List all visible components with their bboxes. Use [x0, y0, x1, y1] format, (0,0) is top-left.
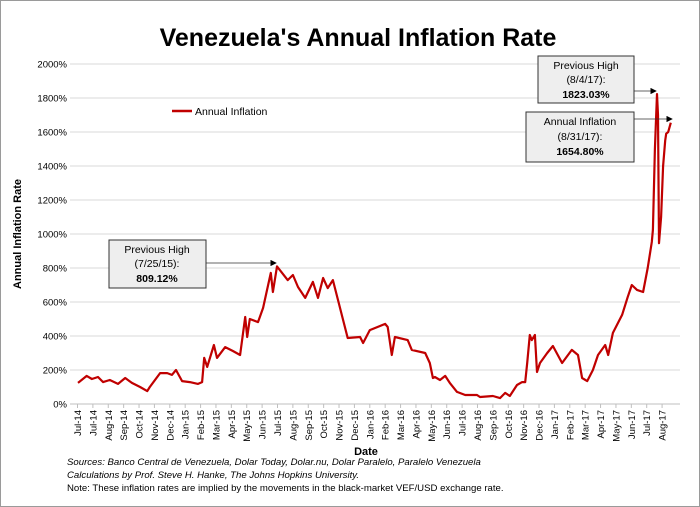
x-axis-label: Date	[354, 446, 378, 458]
x-tick-label: Jun-16	[442, 410, 453, 439]
x-tick-label: Oct-15	[319, 410, 330, 439]
series-line-annual-inflation	[77, 93, 672, 400]
x-tick-label: Oct-14	[135, 410, 146, 439]
y-axis-label: Annual Inflation Rate	[12, 179, 24, 289]
x-tick-label: Dec-16	[535, 410, 546, 441]
x-tick-label: Sep-14	[119, 410, 130, 441]
annotation-line: (8/31/17):	[558, 131, 603, 143]
x-tick-label: Jul-17	[642, 410, 653, 436]
annotation-line: Annual Inflation	[544, 116, 617, 128]
x-tick-label: Aug-15	[288, 410, 299, 441]
annotation-line: (7/25/15):	[135, 258, 180, 270]
x-tick-label: Aug-17	[658, 410, 669, 441]
x-tick-label: Nov-15	[335, 410, 346, 441]
x-tick-label: Jun-15	[258, 410, 269, 439]
x-tick-label: Feb-15	[196, 410, 207, 440]
x-tick-label: Jun-17	[627, 410, 638, 439]
x-tick-label: May-17	[611, 410, 622, 442]
x-tick-label: Jan-15	[181, 410, 192, 439]
x-tick-label: Apr-16	[411, 410, 422, 439]
y-tick-label: 2000%	[37, 60, 67, 71]
x-tick-label: Aug-16	[473, 410, 484, 441]
annotation-value: 809.12%	[136, 273, 178, 285]
x-tick-label: Apr-15	[227, 410, 238, 439]
footnote-note: Note: These inflation rates are implied …	[67, 483, 504, 494]
y-axis-ticks: 0% 200% 400% 600% 800% 1000% 1200% 1400% 1600% 18…	[37, 60, 67, 411]
x-tick-label: Sep-16	[488, 410, 499, 441]
annotation-value: 1654.80%	[556, 146, 604, 158]
x-tick-label: Jan-16	[365, 410, 376, 439]
footnote-sources: Sources: Banco Central de Venezuela, Dol…	[67, 457, 481, 468]
x-axis-ticks: Jul-14 Jul-14 Aug-14 Sep-14 Oct-14 Nov-14 Dec-…	[73, 404, 669, 442]
x-tick-label: Jul-15	[273, 410, 284, 436]
x-tick-label: Jan-17	[550, 410, 561, 439]
y-tick-label: 400%	[43, 332, 68, 343]
x-tick-label: Feb-16	[381, 410, 392, 440]
legend-label: Annual Inflation	[195, 106, 268, 118]
y-tick-label: 600%	[43, 298, 68, 309]
annotation-line: Previous High	[553, 60, 619, 72]
x-tick-label: Mar-15	[211, 410, 222, 440]
annotation-previous-high-2017: Previous High (8/4/17): 1823.03%	[537, 55, 657, 104]
x-tick-label: Aug-14	[104, 410, 115, 441]
legend: Annual Inflation	[172, 106, 268, 118]
x-tick-label: May-16	[427, 410, 438, 442]
x-tick-label: Apr-17	[596, 410, 607, 439]
x-tick-label: Feb-17	[565, 410, 576, 440]
annotation-line: (8/4/17):	[566, 74, 605, 86]
x-tick-label: Sep-15	[304, 410, 315, 441]
x-tick-label: Nov-14	[150, 410, 161, 441]
x-tick-label: Oct-16	[504, 410, 515, 439]
x-tick-label: Jul-16	[458, 410, 469, 436]
y-tick-label: 1600%	[37, 128, 67, 139]
annotation-value: 1823.03%	[562, 89, 610, 101]
y-tick-label: 1400%	[37, 162, 67, 173]
annotation-current-inflation: Annual Inflation (8/31/17): 1654.80%	[525, 111, 673, 163]
y-tick-label: 0%	[53, 400, 67, 411]
x-tick-label: Nov-16	[519, 410, 530, 441]
x-tick-label: Jul-14	[73, 410, 84, 436]
footnote-calculations: Calculations by Prof. Steve H. Hanke, Th…	[67, 470, 360, 481]
x-tick-label: May-15	[242, 410, 253, 442]
x-tick-label: Jul-14	[88, 410, 99, 436]
y-tick-label: 1000%	[37, 230, 67, 241]
x-tick-label: Mar-16	[396, 410, 407, 440]
x-tick-label: Dec-15	[350, 410, 361, 441]
y-tick-label: 800%	[43, 264, 68, 275]
y-tick-label: 1800%	[37, 94, 67, 105]
y-tick-label: 1200%	[37, 196, 67, 207]
chart-title: Venezuela's Annual Inflation Rate	[160, 24, 557, 52]
x-tick-label: Dec-14	[165, 410, 176, 441]
y-tick-label: 200%	[43, 366, 68, 377]
annotation-line: Previous High	[124, 244, 190, 256]
x-tick-label: Mar-17	[581, 410, 592, 440]
annotation-previous-high-2015: Previous High (7/25/15): 809.12%	[108, 239, 277, 289]
